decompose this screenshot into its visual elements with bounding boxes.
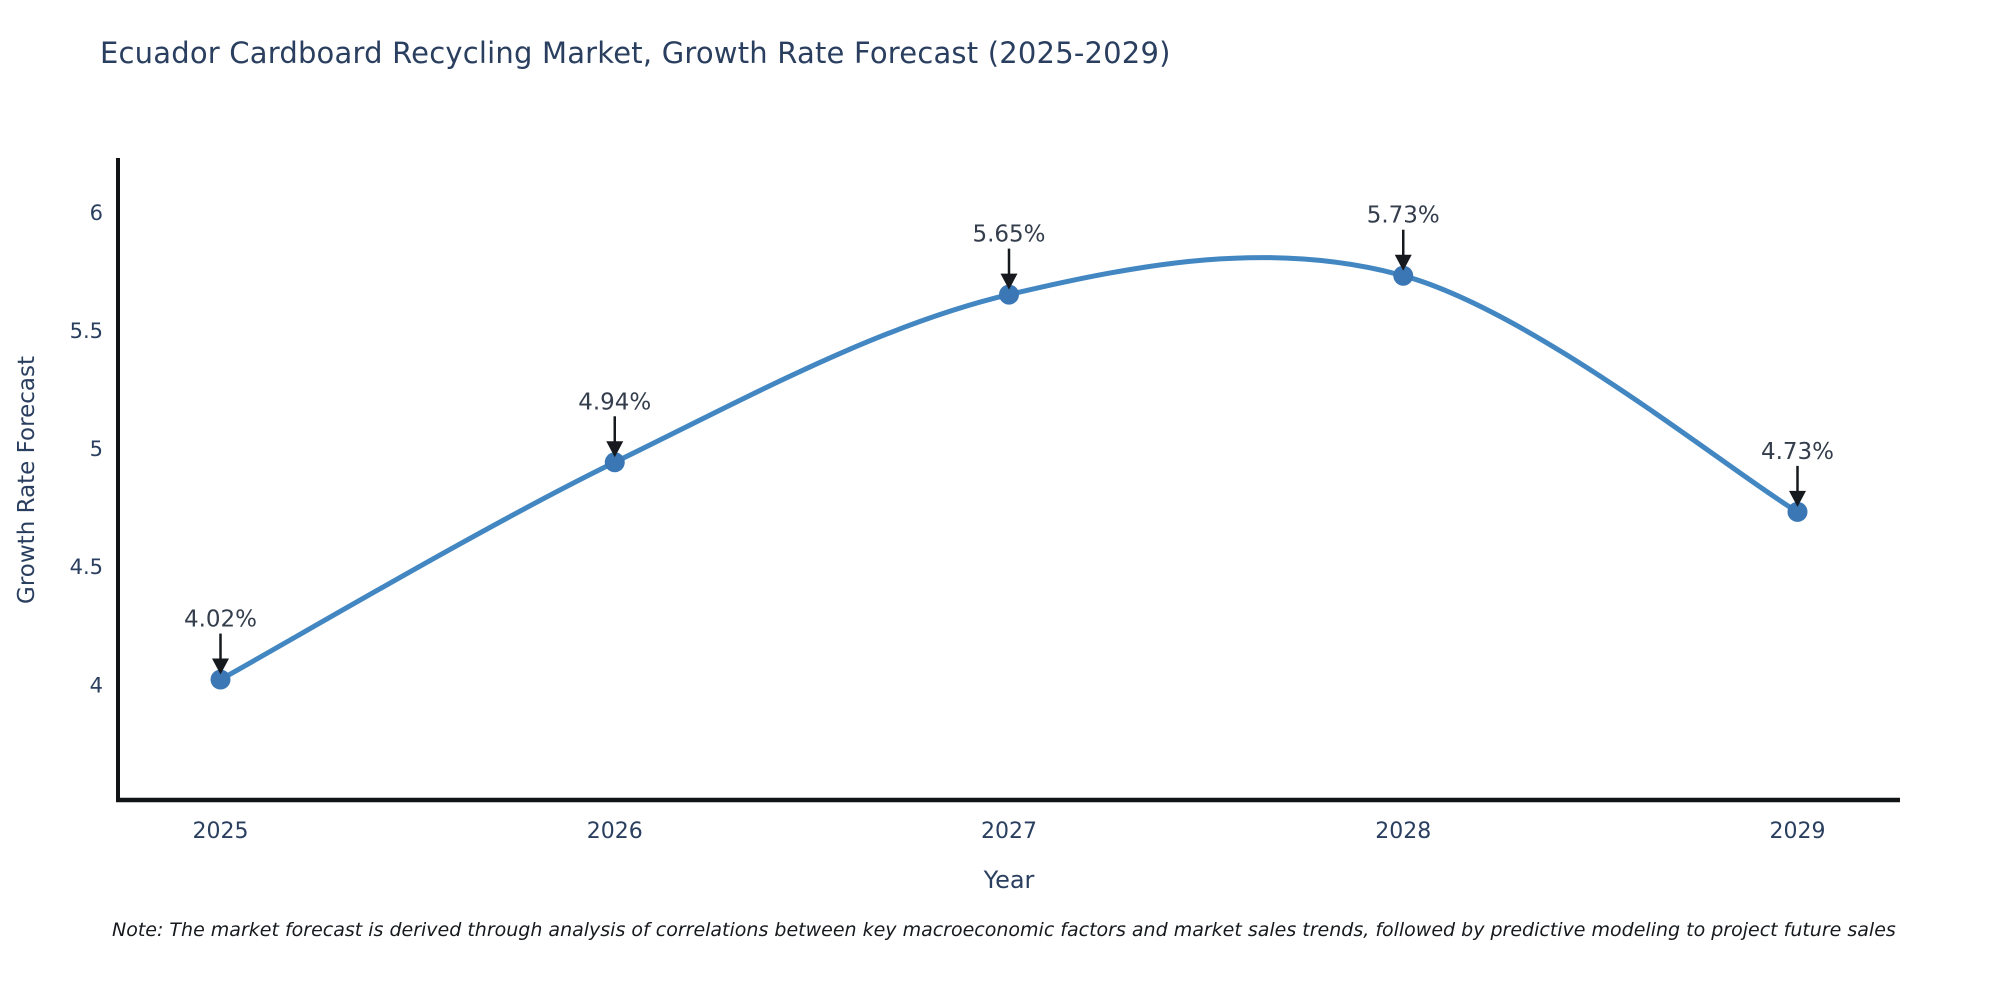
data-point-marker [604,452,625,473]
point-annotations: 4.02% 4.94% 5.65% 5.73% 4.73% [184,203,1834,675]
x-tick-label: 2027 [981,819,1037,844]
data-point-label: 4.94% [578,389,651,415]
x-axis-ticks: 2025 2026 2027 2028 2029 [193,819,1826,844]
data-point-marker [210,669,231,690]
chart-title: Ecuador Cardboard Recycling Market, Grow… [100,36,1171,70]
y-tick-label: 4.5 [70,555,103,579]
annotation-arrowhead-icon [606,441,624,458]
data-point-label: 4.02% [184,607,257,633]
y-tick-label: 5.5 [70,319,103,343]
annotation-arrowhead-icon [1000,273,1018,290]
data-point-label: 5.65% [972,222,1045,248]
line-series [218,255,1800,683]
x-tick-label: 2026 [587,819,643,844]
data-point-label: 4.73% [1761,439,1834,465]
annotation-arrowhead-icon [1788,490,1806,507]
y-tick-label: 5 [90,437,103,461]
footnote: Note: The market forecast is derived thr… [112,919,1896,941]
annotation-arrowhead-icon [212,658,230,675]
data-point-marker [1787,501,1808,522]
x-tick-label: 2029 [1769,819,1825,844]
y-axis-ticks: 4 4.5 5 5.5 6 [70,201,103,697]
x-tick-label: 2025 [193,819,249,844]
y-tick-label: 4 [90,673,103,697]
data-point-marker [999,284,1019,305]
x-axis-title: Year [983,866,1035,894]
y-tick-label: 6 [90,201,103,225]
data-point-marker [1393,265,1414,286]
data-point-label: 5.73% [1367,203,1440,229]
x-tick-label: 2028 [1375,819,1431,844]
data-point-markers [210,265,1808,690]
annotation-arrowhead-icon [1394,254,1412,271]
